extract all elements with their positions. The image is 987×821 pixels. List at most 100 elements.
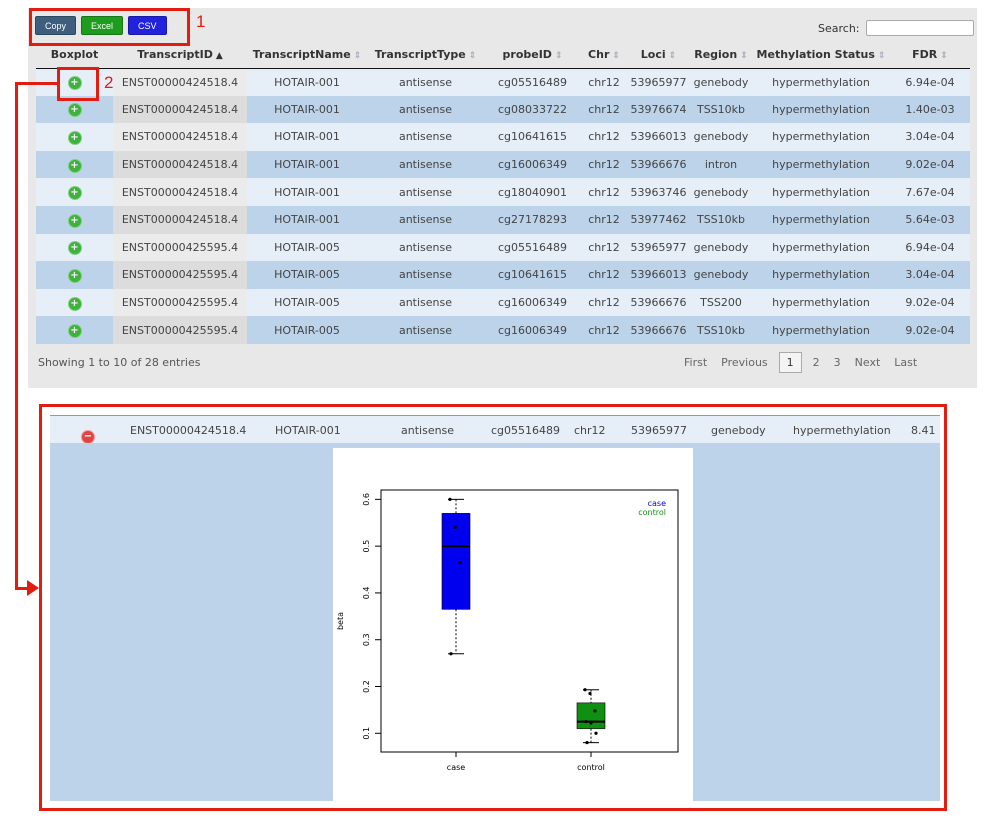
plus-circle-icon[interactable]: + <box>68 325 81 338</box>
col-header-chr[interactable]: Chr ⇕ <box>581 42 627 69</box>
cell-fdr: 9.02e-04 <box>890 288 970 317</box>
pager-page-2[interactable]: 2 <box>812 356 820 369</box>
table-row[interactable]: + ENST00000424518.4 HOTAIR-001 antisense cg1… <box>36 123 970 151</box>
data-point <box>585 741 589 745</box>
cell-transcripttype: antisense <box>367 150 484 179</box>
table-row[interactable]: + ENST00000424518.4 HOTAIR-001 antisense cg2… <box>36 205 970 234</box>
plus-circle-icon[interactable]: + <box>68 104 81 117</box>
cell-chr: chr12 <box>581 68 627 96</box>
y-axis-label: beta <box>336 612 345 630</box>
detail-fdr: 8.41 <box>911 424 936 437</box>
cell-transcriptid: ENST00000425595.4 <box>113 288 247 317</box>
data-point <box>453 525 457 530</box>
cell-transcripttype: antisense <box>367 288 484 317</box>
cell-loci: 53966676 <box>627 316 690 344</box>
pager-last[interactable]: Last <box>894 356 918 369</box>
cell-loci: 53965977 <box>627 68 690 96</box>
pager-page-3[interactable]: 3 <box>833 356 841 369</box>
col-header-region[interactable]: Region ⇕ <box>690 42 752 69</box>
boxplot-toggle-cell[interactable]: + <box>36 123 113 151</box>
detail-transcripttype: antisense <box>401 424 455 437</box>
data-point <box>589 721 593 725</box>
sort-icon: ⇕ <box>668 51 677 62</box>
boxplot-toggle-cell[interactable]: + <box>36 205 113 234</box>
table-row[interactable]: + ENST00000424518.4 HOTAIR-001 antisense cg1… <box>36 150 970 179</box>
data-point <box>584 719 588 724</box>
cell-region: genebody <box>690 233 752 262</box>
detail-methylation-status: hypermethylation <box>793 424 891 437</box>
boxplot-toggle-cell[interactable]: + <box>36 261 113 289</box>
cell-region: TSS10kb <box>690 316 752 344</box>
plus-circle-icon[interactable]: + <box>68 269 81 282</box>
y-tick-label: 0.6 <box>362 493 371 506</box>
col-header-loci[interactable]: Loci ⇕ <box>627 42 690 69</box>
sort-icon: ⇕ <box>353 51 362 62</box>
plus-circle-icon[interactable]: + <box>68 159 81 172</box>
cell-transcriptid: ENST00000424518.4 <box>113 205 247 234</box>
plus-circle-icon[interactable]: + <box>68 187 81 200</box>
table-row[interactable]: + ENST00000424518.4 HOTAIR-001 antisense cg0… <box>36 68 970 96</box>
pager-next[interactable]: Next <box>854 356 881 369</box>
cell-region: genebody <box>690 68 752 96</box>
cell-transcriptname: HOTAIR-001 <box>247 123 367 151</box>
detail-loci: 53965977 <box>631 424 687 437</box>
cell-transcriptid: ENST00000424518.4 <box>113 123 247 151</box>
boxplot-toggle-cell[interactable]: + <box>36 68 113 96</box>
data-point <box>594 731 598 735</box>
col-header-methylation-status[interactable]: Methylation Status ⇕ <box>752 42 890 69</box>
table-row[interactable]: + ENST00000425595.4 HOTAIR-005 antisense cg1… <box>36 288 970 317</box>
plus-circle-icon[interactable]: + <box>68 77 81 90</box>
plus-circle-icon[interactable]: + <box>68 242 81 255</box>
cell-methylation-status: hypermethylation <box>752 178 890 206</box>
pager-page-1[interactable]: 1 <box>778 352 802 373</box>
cell-loci: 53966676 <box>627 288 690 317</box>
table-row[interactable]: + ENST00000424518.4 HOTAIR-001 antisense cg0… <box>36 95 970 124</box>
col-header-fdr[interactable]: FDR ⇕ <box>890 42 970 69</box>
cell-transcriptid: ENST00000424518.4 <box>113 178 247 206</box>
copy-button[interactable]: Copy <box>35 16 77 35</box>
pager-previous[interactable]: Previous <box>721 356 768 369</box>
detail-body: 0.1 0.2 0.3 0.4 0.5 0.6 beta case control case con… <box>50 443 940 806</box>
cell-transcripttype: antisense <box>367 261 484 289</box>
cell-probeid: cg16006349 <box>484 150 581 179</box>
boxplot-toggle-cell[interactable]: + <box>36 178 113 206</box>
cell-transcriptid: ENST00000425595.4 <box>113 261 247 289</box>
col-header-transcriptname[interactable]: TranscriptName ⇕ <box>247 42 367 69</box>
table-row[interactable]: + ENST00000424518.4 HOTAIR-001 antisense cg1… <box>36 178 970 206</box>
data-point <box>458 560 462 565</box>
excel-button[interactable]: Excel <box>81 16 124 35</box>
boxplot-toggle-cell[interactable]: + <box>36 150 113 179</box>
csv-button[interactable]: CSV <box>128 16 167 35</box>
boxplot-toggle-cell[interactable]: + <box>36 233 113 262</box>
pager-first[interactable]: First <box>684 356 708 369</box>
cell-region: TSS10kb <box>690 205 752 234</box>
sort-icon: ⇕ <box>940 51 948 62</box>
col-header-transcripttype[interactable]: TranscriptType ⇕ <box>367 42 484 69</box>
search-input[interactable] <box>865 20 974 36</box>
table-header: Boxplot TranscriptID ▲ TranscriptName ⇕ Tr… <box>36 42 970 69</box>
col-header-transcriptid[interactable]: TranscriptID ▲ <box>113 42 247 69</box>
cell-transcripttype: antisense <box>367 316 484 344</box>
cell-fdr: 6.94e-04 <box>890 68 970 96</box>
plus-circle-icon[interactable]: + <box>68 131 81 144</box>
expanded-row[interactable]: − ENST00000424518.4 HOTAIR-001 antisense… <box>50 415 940 443</box>
boxplot-toggle-cell[interactable]: + <box>36 288 113 317</box>
plus-circle-icon[interactable]: + <box>68 214 81 227</box>
cell-region: TSS200 <box>690 288 752 317</box>
cell-region: genebody <box>690 178 752 206</box>
cell-transcriptid: ENST00000424518.4 <box>113 95 247 124</box>
search-area: Search: <box>818 20 974 36</box>
table-row[interactable]: + ENST00000425595.4 HOTAIR-005 antisense cg0… <box>36 233 970 262</box>
plus-circle-icon[interactable]: + <box>68 297 81 310</box>
cell-probeid: cg27178293 <box>484 205 581 234</box>
minus-circle-icon[interactable]: − <box>82 431 94 443</box>
cell-loci: 53963746 <box>627 178 690 206</box>
table-row[interactable]: + ENST00000425595.4 HOTAIR-005 antisense cg1… <box>36 261 970 289</box>
boxplot-toggle-cell[interactable]: + <box>36 316 113 344</box>
table-row[interactable]: + ENST00000425595.4 HOTAIR-005 antisense cg1… <box>36 316 970 344</box>
col-header-probeid[interactable]: probeID ⇕ <box>484 42 581 69</box>
cell-fdr: 7.67e-04 <box>890 178 970 206</box>
y-tick-label: 0.5 <box>362 540 371 553</box>
cell-fdr: 3.04e-04 <box>890 123 970 151</box>
